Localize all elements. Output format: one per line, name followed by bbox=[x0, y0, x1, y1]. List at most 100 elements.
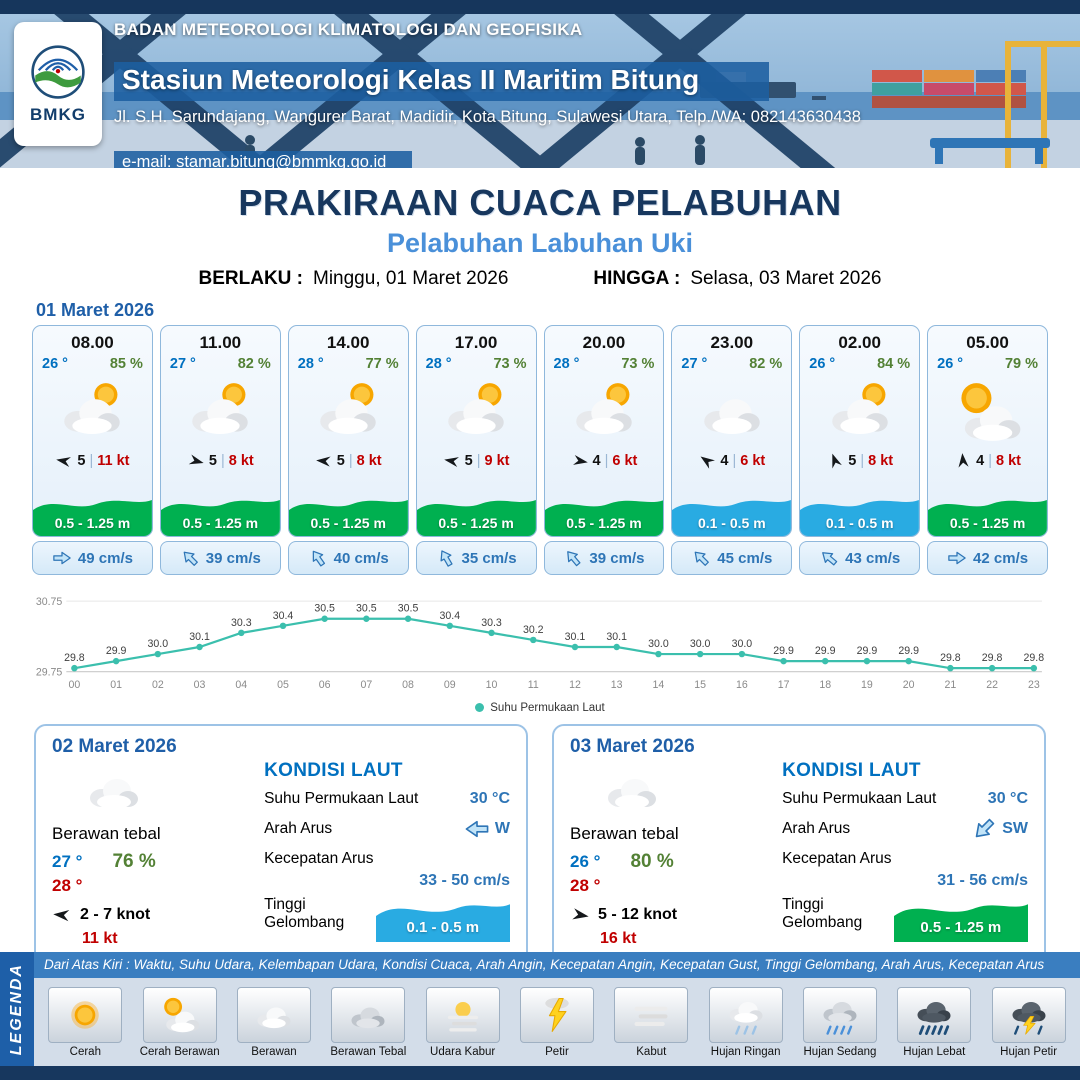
current-speed: 43 cm/s bbox=[845, 549, 901, 567]
chart-legend-dot bbox=[475, 703, 485, 713]
wind-gust: 6 kt bbox=[612, 453, 638, 469]
wind-direction-icon bbox=[185, 450, 207, 472]
sst-value: 30 °C bbox=[987, 789, 1028, 807]
legend-items: Cerah Cerah Berawan Berawan Berawan Tebal Ud… bbox=[34, 978, 1080, 1066]
svg-text:05: 05 bbox=[277, 679, 289, 691]
svg-text:30.5: 30.5 bbox=[356, 603, 377, 615]
svg-text:02: 02 bbox=[152, 679, 164, 691]
daily-wind-row: 5 - 12 knot bbox=[570, 905, 776, 925]
daily-temp-max: 28 ° bbox=[570, 875, 601, 895]
wind-direction-icon bbox=[824, 449, 847, 472]
svg-text:29.9: 29.9 bbox=[815, 645, 836, 657]
legend-item-label: Berawan bbox=[251, 1045, 297, 1058]
current-direction-icon bbox=[687, 544, 715, 572]
current-box: 40 cm/s bbox=[287, 541, 409, 575]
forecast-time: 08.00 bbox=[71, 333, 114, 352]
legend-item-label: Petir bbox=[545, 1045, 569, 1058]
current-speed: 39 cm/s bbox=[589, 549, 645, 567]
current-direction-icon bbox=[815, 544, 843, 572]
sun-cloud-icon bbox=[142, 986, 217, 1043]
humidity: 73 % bbox=[621, 356, 655, 372]
svg-text:29.8: 29.8 bbox=[982, 652, 1003, 664]
forecast-cards: 08.00 26 ° 85 % 5 | 11 kt 0.5 - 1.25 m 49 cm/s 1… bbox=[0, 325, 1080, 575]
svg-text:29.75: 29.75 bbox=[36, 667, 63, 679]
wind-direction-icon bbox=[953, 451, 973, 471]
wind-direction-icon bbox=[569, 451, 590, 472]
daily-temps: 27 ° 76 % 28 ° bbox=[52, 850, 258, 898]
svg-text:10: 10 bbox=[486, 679, 498, 691]
wind-gust: 8 kt bbox=[995, 453, 1021, 469]
air-temperature: 27 ° bbox=[681, 356, 708, 372]
haze-icon bbox=[425, 986, 500, 1043]
wave-height-band: 0.5 - 1.25 m bbox=[160, 492, 280, 536]
air-temperature: 28 ° bbox=[425, 356, 452, 372]
station-email: e-mail: stamar.bitung@bmmkg.go.id bbox=[114, 151, 413, 168]
wind-speed: 5 bbox=[464, 453, 473, 469]
separator: | bbox=[89, 453, 94, 469]
temp-humidity-row: 26 ° 85 % bbox=[33, 353, 152, 372]
wind-row: 5 | 9 kt bbox=[417, 452, 536, 474]
valid-from-value: Minggu, 01 Maret 2026 bbox=[313, 268, 509, 289]
current-box: 39 cm/s bbox=[543, 541, 665, 575]
legend-item-label: Udara Kabur bbox=[430, 1045, 496, 1058]
wind-row: 5 | 8 kt bbox=[161, 452, 280, 474]
forecast-card: 05.00 26 ° 79 % 4 | 8 kt 0.5 - 1.25 m 42 cm/s bbox=[927, 325, 1048, 575]
legend-item: Hujan Petir bbox=[984, 986, 1074, 1058]
air-temperature: 26 ° bbox=[42, 356, 68, 372]
sst-label: Suhu Permukaan Laut bbox=[264, 789, 419, 807]
daily-gust: 16 kt bbox=[600, 929, 637, 947]
legend-item-label: Cerah bbox=[69, 1045, 101, 1058]
valid-from-label: BERLAKU : bbox=[198, 268, 304, 289]
weather-icon bbox=[289, 372, 408, 452]
separator: | bbox=[860, 453, 865, 469]
svg-text:29.9: 29.9 bbox=[857, 645, 878, 657]
current-direction-icon bbox=[176, 544, 204, 572]
wave-height: 0.5 - 1.25 m bbox=[566, 515, 642, 531]
svg-text:00: 00 bbox=[69, 679, 81, 691]
current-speed: 35 cm/s bbox=[461, 549, 517, 567]
svg-text:30.1: 30.1 bbox=[565, 631, 586, 643]
current-box: 39 cm/s bbox=[159, 541, 281, 575]
svg-text:13: 13 bbox=[611, 679, 623, 691]
daily-weather-icon bbox=[584, 758, 680, 822]
header: BMKG BADAN METEOROLOGI KLIMATOLOGI DAN G… bbox=[0, 0, 1080, 168]
current-direction-icon bbox=[304, 544, 332, 572]
daily-date: 02 Maret 2026 bbox=[52, 735, 177, 757]
legend-footer: LEGENDA Dari Atas Kiri : Waktu, Suhu Uda… bbox=[0, 952, 1080, 1080]
current-direction-icon bbox=[966, 811, 1003, 848]
legend-item: Hujan Sedang bbox=[795, 986, 885, 1058]
daily-wave-value: 0.5 - 1.25 m bbox=[920, 918, 1002, 936]
current-box: 43 cm/s bbox=[799, 541, 921, 575]
svg-text:30.1: 30.1 bbox=[606, 631, 627, 643]
forecast-card: 11.00 27 ° 82 % 5 | 8 kt 0.5 - 1.25 m 39 cm/s bbox=[159, 325, 281, 575]
humidity: 82 % bbox=[237, 356, 271, 372]
daily-humidity: 80 % bbox=[630, 850, 674, 872]
svg-text:01: 01 bbox=[110, 679, 122, 691]
current-speed: 39 cm/s bbox=[205, 549, 261, 567]
legend-item-label: Cerah Berawan bbox=[139, 1045, 220, 1058]
cloud-icon bbox=[236, 986, 311, 1043]
svg-text:30.0: 30.0 bbox=[148, 638, 169, 650]
wind-speed: 4 bbox=[720, 453, 729, 469]
current-box: 42 cm/s bbox=[927, 541, 1048, 575]
daily-card-2: 03 Maret 2026 Berawan tebal 26 ° 80 % 28 … bbox=[552, 723, 1046, 964]
svg-text:04: 04 bbox=[235, 679, 247, 691]
forecast-card: 17.00 28 ° 73 % 5 | 9 kt 0.5 - 1.25 m 35 cm/s bbox=[415, 325, 537, 575]
legend-main: Dari Atas Kiri : Waktu, Suhu Udara, Kele… bbox=[34, 952, 1080, 1066]
svg-text:23: 23 bbox=[1028, 679, 1040, 691]
current-direction-icon bbox=[432, 544, 459, 571]
validity-row: BERLAKU : Minggu, 01 Maret 2026 HINGGA :… bbox=[0, 268, 1080, 290]
daily-gust: 11 kt bbox=[82, 929, 118, 947]
air-temperature: 28 ° bbox=[297, 356, 324, 372]
legend-item: Cerah Berawan bbox=[135, 986, 225, 1058]
wave-height-band: 0.5 - 1.25 m bbox=[416, 492, 536, 536]
svg-text:29.9: 29.9 bbox=[773, 645, 794, 657]
svg-text:29.8: 29.8 bbox=[940, 652, 961, 664]
forecast-time: 11.00 bbox=[199, 333, 242, 352]
wind-direction-icon bbox=[314, 451, 334, 471]
wind-row: 4 | 6 kt bbox=[545, 452, 664, 474]
legend-item: Berawan bbox=[229, 986, 319, 1058]
humidity: 77 % bbox=[365, 356, 399, 372]
daily-wind-range: 2 - 7 knot bbox=[80, 905, 151, 923]
weather-icon bbox=[33, 372, 152, 452]
